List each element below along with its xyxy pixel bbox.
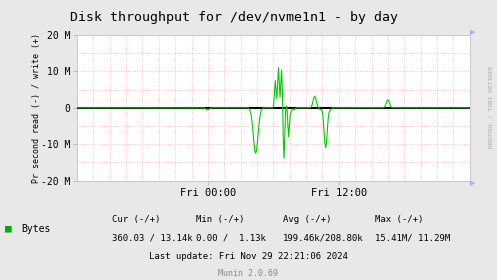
Text: Cur (-/+): Cur (-/+)	[112, 215, 160, 224]
Text: Munin 2.0.69: Munin 2.0.69	[219, 269, 278, 277]
Text: 0.00 /  1.13k: 0.00 / 1.13k	[196, 234, 266, 242]
Text: ▶: ▶	[470, 29, 475, 35]
Text: Avg (-/+): Avg (-/+)	[283, 215, 331, 224]
Text: 360.03 / 13.14k: 360.03 / 13.14k	[112, 234, 192, 242]
Text: Last update: Fri Nov 29 22:21:06 2024: Last update: Fri Nov 29 22:21:06 2024	[149, 252, 348, 261]
Text: ■: ■	[5, 224, 12, 234]
Text: Bytes: Bytes	[21, 224, 50, 234]
Text: RRDTOOL / TOBI OETIKER: RRDTOOL / TOBI OETIKER	[489, 65, 494, 148]
Y-axis label: Pr second read (-) / write (+): Pr second read (-) / write (+)	[32, 33, 41, 183]
Text: Min (-/+): Min (-/+)	[196, 215, 245, 224]
Text: 15.41M/ 11.29M: 15.41M/ 11.29M	[375, 234, 450, 242]
Text: ▶: ▶	[470, 181, 475, 186]
Text: Disk throughput for /dev/nvme1n1 - by day: Disk throughput for /dev/nvme1n1 - by da…	[70, 11, 398, 24]
Text: 199.46k/208.80k: 199.46k/208.80k	[283, 234, 364, 242]
Text: Max (-/+): Max (-/+)	[375, 215, 423, 224]
